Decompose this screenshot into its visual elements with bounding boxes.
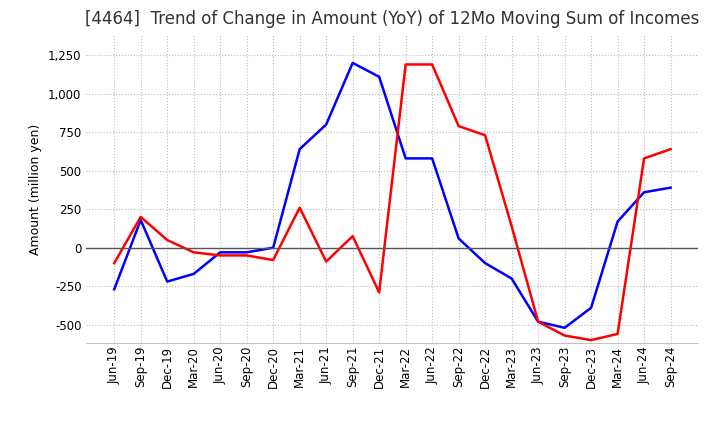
Net Income (269, 257, 277, 263)
Ordinary Income (428, 156, 436, 161)
Net Income (454, 123, 463, 128)
Ordinary Income (560, 325, 569, 330)
Ordinary Income (136, 217, 145, 223)
Ordinary Income (640, 190, 649, 195)
Ordinary Income (454, 236, 463, 241)
Title: [4464]  Trend of Change in Amount (YoY) of 12Mo Moving Sum of Incomes: [4464] Trend of Change in Amount (YoY) o… (85, 10, 700, 28)
Net Income (110, 260, 119, 266)
Ordinary Income (163, 279, 171, 284)
Net Income (666, 147, 675, 152)
Net Income (163, 238, 171, 243)
Net Income (348, 234, 357, 239)
Ordinary Income (189, 271, 198, 276)
Ordinary Income (295, 147, 304, 152)
Line: Ordinary Income: Ordinary Income (114, 63, 670, 328)
Net Income (216, 253, 225, 258)
Net Income (295, 205, 304, 210)
Net Income (375, 290, 384, 295)
Ordinary Income (348, 60, 357, 66)
Net Income (481, 132, 490, 138)
Ordinary Income (322, 122, 330, 127)
Ordinary Income (587, 305, 595, 311)
Ordinary Income (243, 249, 251, 255)
Ordinary Income (401, 156, 410, 161)
Net Income (587, 337, 595, 343)
Y-axis label: Amount (million yen): Amount (million yen) (30, 124, 42, 255)
Net Income (560, 333, 569, 338)
Net Income (243, 253, 251, 258)
Ordinary Income (613, 219, 622, 224)
Ordinary Income (508, 276, 516, 281)
Net Income (189, 249, 198, 255)
Ordinary Income (666, 185, 675, 190)
Ordinary Income (269, 245, 277, 250)
Line: Net Income: Net Income (114, 64, 670, 340)
Net Income (508, 224, 516, 229)
Net Income (640, 156, 649, 161)
Net Income (322, 259, 330, 264)
Net Income (613, 331, 622, 337)
Net Income (428, 62, 436, 67)
Ordinary Income (534, 319, 542, 324)
Net Income (136, 214, 145, 220)
Ordinary Income (481, 260, 490, 266)
Ordinary Income (216, 249, 225, 255)
Net Income (534, 319, 542, 324)
Ordinary Income (110, 287, 119, 292)
Ordinary Income (375, 74, 384, 79)
Net Income (401, 62, 410, 67)
